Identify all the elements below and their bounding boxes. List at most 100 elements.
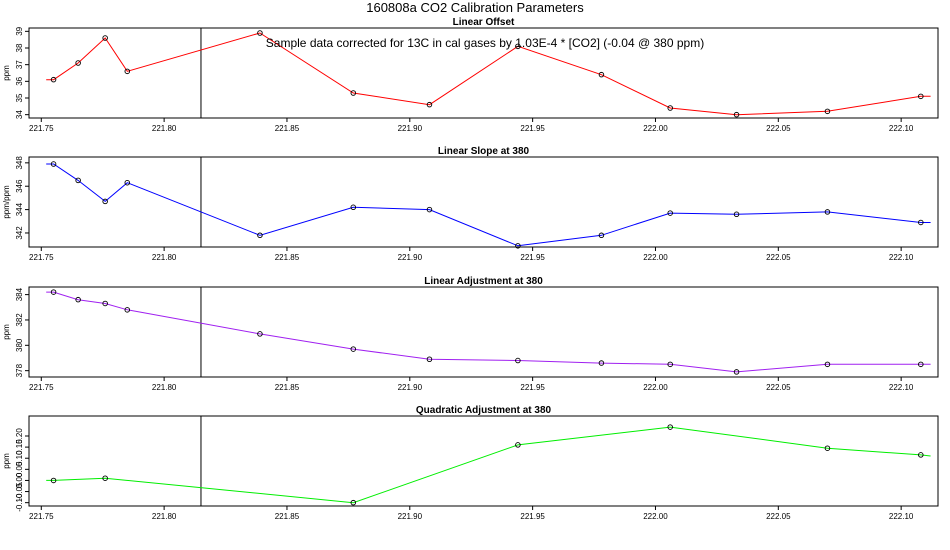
y-tick-label: 382 [15, 313, 24, 327]
x-tick-label: 222.00 [643, 383, 668, 392]
data-point [257, 331, 263, 337]
data-point [50, 477, 57, 484]
y-tick-label: 34 [15, 110, 24, 119]
data-point [124, 307, 131, 313]
x-tick-label: 221.75 [29, 124, 54, 133]
data-point [667, 361, 673, 368]
x-tick-label: 221.75 [29, 253, 54, 262]
x-tick-label: 222.05 [766, 253, 791, 262]
data-point [50, 161, 57, 167]
x-tick-label: 221.90 [398, 124, 423, 133]
data-point [667, 210, 673, 216]
data-point [598, 232, 605, 239]
data-point [102, 35, 108, 41]
series-line [46, 32, 931, 116]
x-tick-label: 222.00 [643, 512, 668, 521]
data-point [350, 90, 357, 96]
data-point [515, 357, 521, 364]
plot-frame [28, 27, 939, 119]
x-tick-label: 222.00 [643, 253, 668, 262]
data-point [918, 219, 924, 226]
x-tick-label: 221.90 [398, 512, 423, 521]
data-point [426, 206, 433, 213]
data-point [515, 243, 521, 249]
x-tick-label: 221.85 [275, 253, 300, 262]
y-tick-label: 348 [15, 156, 24, 170]
panel-title: Quadratic Adjustment at 380 [416, 405, 552, 416]
y-tick-label: -0.05 [15, 482, 24, 501]
y-tick-label: 36 [15, 76, 24, 85]
data-point [257, 232, 263, 239]
data-point [918, 93, 924, 100]
x-tick-label: 221.85 [275, 512, 300, 521]
y-tick-label: 378 [15, 363, 24, 377]
x-tick-label: 221.95 [520, 512, 545, 521]
data-point [824, 108, 831, 115]
data-point [124, 179, 131, 186]
series-line [46, 163, 931, 247]
y-tick-label: 0.00 [15, 472, 24, 488]
data-point [667, 424, 673, 430]
series-line [46, 426, 931, 504]
data-point [918, 452, 924, 458]
data-point [918, 361, 924, 368]
data-point [733, 111, 740, 118]
data-point [75, 177, 81, 184]
y-tick-label: 39 [15, 26, 24, 35]
x-tick-label: 221.95 [520, 253, 545, 262]
panel-title: Linear Offset [453, 17, 515, 28]
x-tick-label: 222.05 [766, 512, 791, 521]
data-point [350, 346, 357, 352]
data-point [733, 369, 740, 375]
plot-frame [28, 156, 939, 248]
figure-title: 160808a CO2 Calibration Parameters [366, 0, 584, 15]
data-point [426, 356, 433, 363]
panel-4: Quadratic Adjustment at 380 ppm 221.75 221.… [2, 405, 939, 521]
y-tick-label: 384 [15, 287, 24, 301]
x-tick-label: 222.05 [766, 383, 791, 392]
x-tick-label: 222.10 [889, 383, 914, 392]
plot-frame [28, 415, 939, 507]
y-tick-label: 0.15 [15, 439, 24, 455]
x-tick-label: 222.00 [643, 124, 668, 133]
data-point [667, 105, 673, 111]
y-tick-label: 35 [15, 93, 24, 102]
data-point [102, 475, 108, 481]
x-tick-label: 222.10 [889, 512, 914, 521]
x-tick-label: 222.05 [766, 124, 791, 133]
y-tick-label: 38 [15, 43, 24, 52]
data-point [350, 499, 357, 506]
data-point [50, 76, 57, 83]
data-point [102, 300, 108, 307]
data-point [598, 71, 605, 78]
data-point [426, 101, 433, 108]
x-tick-label: 221.80 [152, 512, 177, 521]
y-tick-label: 342 [15, 226, 24, 240]
panel-title: Linear Adjustment at 380 [424, 276, 543, 287]
data-point [598, 360, 605, 366]
x-tick-label: 221.95 [520, 124, 545, 133]
y-tick-label: -0.10 [15, 493, 24, 512]
x-tick-label: 221.90 [398, 383, 423, 392]
panel-3: Linear Adjustment at 380 ppm 221.75 221.80 2… [2, 276, 939, 392]
x-tick-label: 221.75 [29, 512, 54, 521]
x-tick-label: 221.80 [152, 124, 177, 133]
panels: Linear Offset ppm 221.75 221.80 221.85 221.90… [2, 17, 939, 521]
plot-frame [28, 286, 939, 378]
data-point [257, 30, 263, 36]
data-point [824, 209, 831, 215]
y-tick-label: 344 [15, 202, 24, 216]
data-point [350, 204, 357, 211]
y-tick-label: 0.10 [15, 450, 24, 466]
x-tick-label: 222.10 [889, 253, 914, 262]
x-tick-label: 221.85 [275, 383, 300, 392]
y-tick-label: 380 [15, 338, 24, 352]
data-point [515, 442, 521, 448]
panel-1: Linear Offset ppm 221.75 221.80 221.85 221.90… [2, 17, 939, 133]
x-tick-label: 221.90 [398, 253, 423, 262]
y-axis-label: ppm/ppm [2, 185, 11, 219]
y-axis-label: ppm [2, 324, 11, 340]
data-point [824, 445, 831, 451]
data-point [50, 289, 57, 295]
